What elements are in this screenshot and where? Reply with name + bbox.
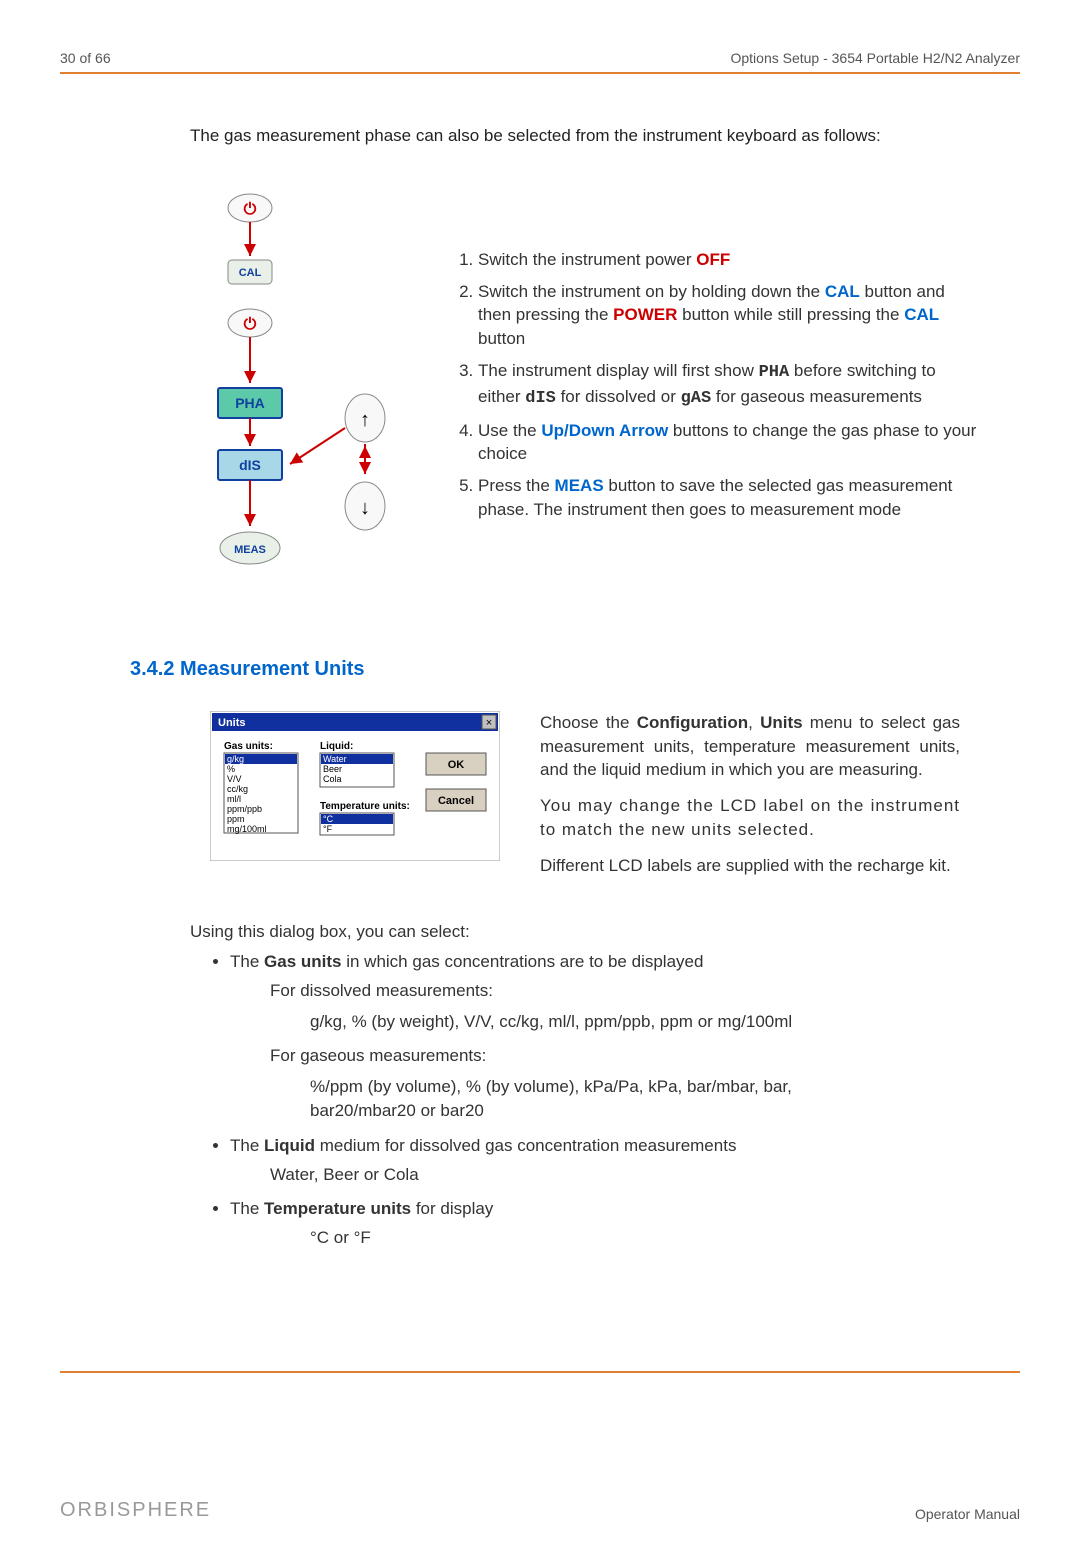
svg-text:Water: Water [323, 754, 347, 764]
svg-text:V/V: V/V [227, 774, 242, 784]
svg-text:ml/l: ml/l [227, 794, 241, 804]
svg-text:×: × [486, 717, 492, 729]
svg-text:Liquid:: Liquid: [320, 741, 353, 752]
svg-text:ppm/ppb: ppm/ppb [227, 804, 262, 814]
bullet-gas-units: The Gas units in which gas concentration… [230, 950, 890, 1124]
step-2: Switch the instrument on by holding down… [478, 280, 980, 351]
svg-text:Units: Units [218, 717, 246, 729]
bullet-liquid: The Liquid medium for dissolved gas conc… [230, 1134, 890, 1187]
svg-text:°F: °F [323, 824, 333, 834]
footer-doc-type: Operator Manual [915, 1506, 1020, 1522]
page-header: 30 of 66 Options Setup - 3654 Portable H… [60, 50, 1020, 72]
step-3: The instrument display will first show P… [478, 359, 980, 411]
svg-text:mg/100ml: mg/100ml [227, 824, 267, 834]
flowchart-diagram: ⏻ CAL ⏻ PHA dIS MEAS ↑ [190, 188, 400, 618]
step-1: Switch the instrument power OFF [478, 248, 980, 272]
body-text: Using this dialog box, you can select: T… [190, 920, 890, 1251]
svg-text:Beer: Beer [323, 764, 342, 774]
footer-rule [60, 1371, 1020, 1373]
svg-text:MEAS: MEAS [234, 544, 266, 556]
svg-text:Cola: Cola [323, 774, 342, 784]
page-number: 30 of 66 [60, 50, 111, 66]
svg-text:Gas units:: Gas units: [224, 741, 273, 752]
step-5: Press the MEAS button to save the select… [478, 474, 980, 522]
units-dialog-screenshot: Units × Gas units: g/kg % V/V cc/kg ml/l… [210, 711, 500, 861]
svg-text:↑: ↑ [360, 409, 370, 431]
svg-text:PHA: PHA [235, 395, 265, 411]
svg-text:ppm: ppm [227, 814, 245, 824]
steps-list: Switch the instrument power OFF Switch t… [450, 188, 1020, 618]
svg-text:Temperature units:: Temperature units: [320, 801, 410, 812]
svg-text:g/kg: g/kg [227, 754, 244, 764]
svg-text:↓: ↓ [360, 497, 370, 519]
bullet-temp: The Temperature units for display °C or … [230, 1197, 890, 1250]
svg-text:OK: OK [448, 759, 465, 771]
svg-text:⏻: ⏻ [244, 316, 257, 333]
svg-text:%: % [227, 764, 235, 774]
header-rule [60, 72, 1020, 74]
svg-text:°C: °C [323, 814, 334, 824]
svg-text:dIS: dIS [239, 457, 261, 473]
svg-text:⏻: ⏻ [244, 201, 257, 218]
units-description: Choose the Configuration, Units menu to … [540, 711, 960, 890]
footer-brand: ORBISPHERE [60, 1499, 211, 1522]
header-title: Options Setup - 3654 Portable H2/N2 Anal… [730, 50, 1020, 66]
intro-text: The gas measurement phase can also be se… [190, 124, 960, 148]
svg-text:Cancel: Cancel [438, 795, 474, 807]
section-heading: 3.4.2 Measurement Units [130, 658, 1020, 681]
step-4: Use the Up/Down Arrow buttons to change … [478, 419, 980, 467]
svg-text:cc/kg: cc/kg [227, 784, 248, 794]
svg-text:CAL: CAL [239, 267, 262, 279]
